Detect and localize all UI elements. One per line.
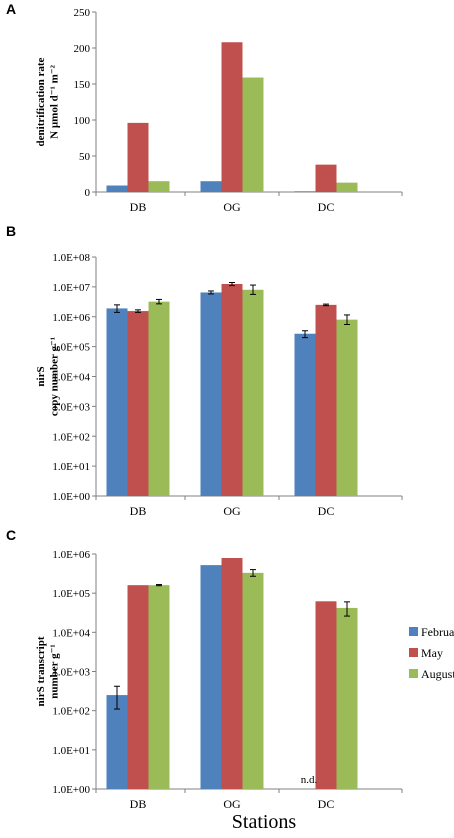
legend: February May August — [409, 625, 454, 681]
bar-february — [294, 191, 316, 192]
y-tick-label: 1.0E+02 — [52, 706, 90, 718]
y-tick-label: 1.0E+07 — [52, 282, 90, 294]
legend-label: August — [421, 667, 454, 681]
bar-may — [127, 585, 149, 789]
y-axis-label-line: nirS transcript — [35, 636, 47, 706]
bar-may — [127, 311, 149, 496]
legend-swatch — [409, 669, 418, 678]
x-tick-label: DC — [318, 797, 335, 811]
panel-letter: A — [6, 1, 16, 17]
x-tick-label: OG — [223, 200, 241, 214]
y-axis-label-line: copy number g⁻¹ — [49, 337, 61, 416]
y-tick-label: 1.0E+03 — [52, 401, 90, 413]
y-tick-label: 1.0E+00 — [52, 784, 90, 796]
y-tick-label: 1.0E+03 — [52, 667, 90, 679]
x-tick-label: DC — [318, 504, 335, 518]
x-tick-label: OG — [223, 797, 241, 811]
y-axis-label: denitrification rate N µmol d⁻¹ m⁻² — [35, 57, 61, 146]
legend-label: May — [421, 646, 443, 660]
y-axis-label: nirS transcript number g⁻¹ — [35, 636, 61, 706]
y-tick-label: 1.0E+04 — [52, 627, 90, 639]
bar-august — [336, 607, 358, 789]
y-tick-label: 0 — [85, 187, 91, 199]
bar-august — [336, 319, 358, 496]
panel-c: C 1.0E+00 1.0E+01 1.0E+02 1.0E+03 1.0E+04 1.0E… — [6, 527, 403, 811]
bar-august — [148, 301, 170, 496]
y-tick-label: 1.0E+04 — [52, 372, 90, 384]
bar-february — [106, 695, 128, 789]
y-tick-label: 1.0E+08 — [52, 252, 90, 264]
bar-february — [200, 292, 222, 496]
legend-label: February — [421, 625, 454, 639]
legend-swatch — [409, 648, 418, 657]
y-axis-label-line: N µmol d⁻¹ m⁻² — [49, 64, 61, 138]
y-axis-label-line: denitrification rate — [35, 57, 47, 146]
y-axis-label-line: number g⁻¹ — [49, 644, 61, 698]
bar-august — [148, 181, 170, 192]
bar-may — [221, 558, 243, 789]
panel-a: A 0 50 100 150 200 250 DB OG DC denitrification ra… — [6, 1, 403, 214]
y-tick-label: 1.0E+05 — [52, 588, 90, 600]
annotation-nd: n.d. — [301, 774, 318, 786]
y-tick-label: 250 — [74, 7, 91, 19]
y-tick-label: 150 — [74, 79, 91, 91]
panel-letter: B — [6, 223, 16, 239]
y-tick-label: 50 — [79, 151, 91, 163]
y-tick-label: 100 — [74, 115, 91, 127]
bar-may — [315, 304, 337, 496]
x-tick-label: DB — [130, 200, 147, 214]
bar-august — [148, 585, 170, 789]
x-tick-label: OG — [223, 504, 241, 518]
bar-may — [315, 164, 337, 192]
y-tick-label: 1.0E+00 — [52, 491, 90, 503]
y-tick-label: 1.0E+01 — [52, 461, 90, 473]
y-tick-label: 1.0E+05 — [52, 342, 90, 354]
bar-february — [200, 181, 222, 192]
bar-august — [242, 77, 264, 192]
bar-august — [336, 182, 358, 192]
y-axis-label-line: nirS — [35, 366, 47, 386]
bar-august — [242, 572, 264, 789]
bar-may — [221, 283, 243, 496]
bar-february — [106, 185, 128, 192]
bar-february — [200, 565, 222, 789]
bar-february — [106, 308, 128, 496]
y-tick-label: 1.0E+02 — [52, 431, 90, 443]
y-tick-label: 200 — [74, 43, 91, 55]
x-axis-title: Stations — [232, 811, 297, 833]
x-tick-label: DB — [130, 797, 147, 811]
y-tick-label: 1.0E+06 — [52, 549, 90, 561]
bar-may — [127, 122, 149, 192]
bar-may — [221, 42, 243, 192]
panel-letter: C — [6, 527, 16, 543]
legend-swatch — [409, 627, 418, 636]
x-tick-label: DB — [130, 504, 147, 518]
bar-february — [294, 333, 316, 496]
bar-august — [242, 289, 264, 496]
y-tick-label: 1.0E+06 — [52, 312, 90, 324]
panel-b: B 1.0E+00 1.0E+01 1.0E+02 1.0E+03 1.0E+04 1.0E… — [6, 223, 403, 518]
x-tick-label: DC — [318, 200, 335, 214]
y-tick-label: 1.0E+01 — [52, 745, 90, 757]
bar-may — [315, 601, 337, 789]
y-axis-label: nirS copy number g⁻¹ — [35, 337, 61, 416]
